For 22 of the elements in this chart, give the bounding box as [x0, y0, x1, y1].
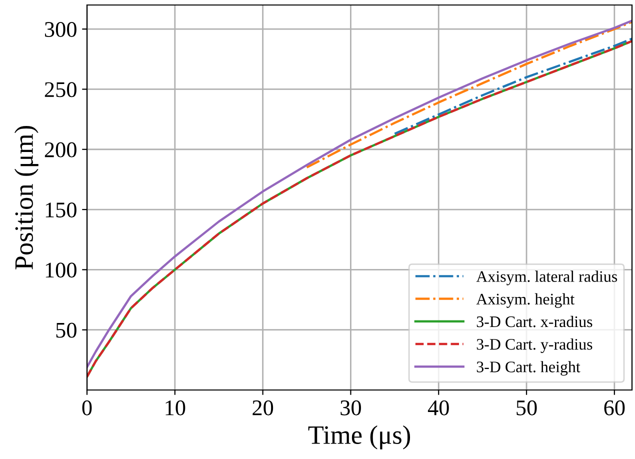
y-tick-label: 150 [46, 202, 76, 218]
x-tick-label: 20 [252, 400, 274, 416]
legend-label: Axisym. height [476, 293, 575, 308]
x-tick-label: 40 [428, 400, 449, 416]
y-tick-label: 300 [45, 22, 76, 37]
line-series [394, 38, 632, 135]
x-tick-label: 60 [604, 400, 625, 416]
legend-label: 3-D Cart. y-radius [476, 338, 592, 354]
legend-label: 3-D Cart. x-radius [476, 316, 592, 328]
x-tick-label: 10 [166, 400, 186, 416]
x-axis-title: Time (μs) [308, 425, 410, 450]
x-tick-label: 0 [82, 400, 92, 416]
x-tick-label: 50 [516, 400, 537, 416]
y-tick-label: 100 [46, 262, 76, 278]
y-axis-title: Position (μm) [14, 126, 38, 270]
line-series [306, 20, 632, 169]
x-tick-label: 30 [340, 400, 361, 416]
y-tick-label: 250 [44, 82, 76, 98]
y-tick-label: 200 [44, 142, 76, 158]
legend-label: 3-D Cart. height [476, 361, 580, 376]
y-tick-label: 50 [56, 322, 76, 338]
legend-label: Axisym. lateral radius [476, 270, 618, 286]
